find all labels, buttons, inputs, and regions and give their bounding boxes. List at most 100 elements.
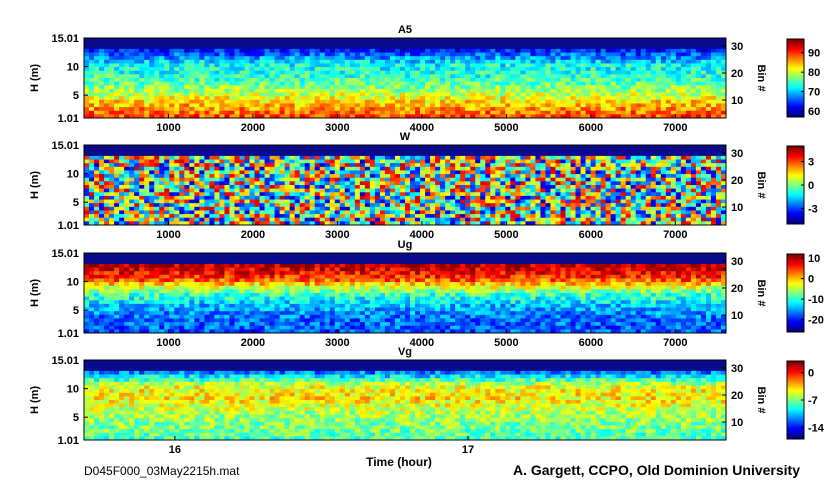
heatmap-cell xyxy=(380,200,386,204)
heatmap-cell xyxy=(290,100,296,104)
heatmap-cell xyxy=(455,103,461,107)
heatmap-cell xyxy=(420,145,426,149)
heatmap-cell xyxy=(375,178,381,182)
heatmap-cell xyxy=(280,167,286,171)
heatmap-cell xyxy=(224,163,230,167)
heatmap-cell xyxy=(505,200,511,204)
heatmap-cell xyxy=(360,170,366,174)
heatmap-cell xyxy=(601,74,607,78)
heatmap-cell xyxy=(465,45,471,49)
heatmap-cell xyxy=(400,63,406,67)
heatmap-cell xyxy=(395,185,401,189)
heatmap-cell xyxy=(164,170,170,174)
heatmap-cell xyxy=(706,185,712,189)
heatmap-cell xyxy=(606,149,612,153)
heatmap-cell xyxy=(315,192,321,196)
heatmap-cell xyxy=(455,82,461,86)
heatmap-cell xyxy=(370,167,376,171)
heatmap-cell xyxy=(435,74,441,78)
heatmap-cell xyxy=(340,185,346,189)
heatmap-cell xyxy=(611,63,617,67)
heatmap-cell xyxy=(676,167,682,171)
heatmap-cell xyxy=(475,152,481,156)
heatmap-cell xyxy=(360,111,366,115)
heatmap-cell xyxy=(234,107,240,111)
heatmap-cell xyxy=(164,163,170,167)
heatmap-cell xyxy=(305,60,311,64)
heatmap-cell xyxy=(696,103,702,107)
heatmap-cell xyxy=(676,78,682,82)
heatmap-cell xyxy=(250,89,256,93)
heatmap-cell xyxy=(435,38,441,42)
heatmap-cell xyxy=(214,56,220,60)
heatmap-cell xyxy=(560,196,566,200)
heatmap-cell xyxy=(295,111,301,115)
heatmap-cell xyxy=(99,74,105,78)
heatmap-cell xyxy=(350,85,356,89)
heatmap-cell xyxy=(395,167,401,171)
heatmap-cell xyxy=(490,38,496,42)
heatmap-cell xyxy=(375,181,381,185)
heatmap-cell xyxy=(94,111,100,115)
heatmap-cell xyxy=(711,49,717,53)
heatmap-cell xyxy=(365,160,371,164)
heatmap-cell xyxy=(460,111,466,115)
heatmap-cell xyxy=(495,93,501,97)
heatmap-cell xyxy=(505,167,511,171)
heatmap-cell xyxy=(631,45,637,49)
heatmap-cell xyxy=(169,156,175,160)
heatmap-cell xyxy=(626,78,632,82)
heatmap-cell xyxy=(455,152,461,156)
heatmap-cell xyxy=(560,149,566,153)
heatmap-cell xyxy=(566,160,572,164)
heatmap-cell xyxy=(94,196,100,200)
heatmap-cell xyxy=(571,170,577,174)
heatmap-cell xyxy=(571,160,577,164)
heatmap-cell xyxy=(460,56,466,60)
heatmap-cell xyxy=(470,174,476,178)
heatmap-cell xyxy=(636,189,642,193)
heatmap-cell xyxy=(651,89,657,93)
heatmap-cell xyxy=(260,149,266,153)
heatmap-cell xyxy=(576,96,582,100)
heatmap-cell xyxy=(555,93,561,97)
heatmap-cell xyxy=(515,103,521,107)
heatmap-cell xyxy=(224,185,230,189)
heatmap-cell xyxy=(510,181,516,185)
heatmap-cell xyxy=(290,174,296,178)
heatmap-cell xyxy=(430,74,436,78)
heatmap-cell xyxy=(641,100,647,104)
heatmap-cell xyxy=(345,78,351,82)
heatmap-cell xyxy=(129,149,135,153)
heatmap-cell xyxy=(420,96,426,100)
heatmap-cell xyxy=(560,71,566,75)
heatmap-cell xyxy=(370,163,376,167)
heatmap-cell xyxy=(189,196,195,200)
heatmap-cell xyxy=(651,85,657,89)
heatmap-cell xyxy=(149,178,155,182)
heatmap-cell xyxy=(515,189,521,193)
heatmap-cell xyxy=(656,56,662,60)
heatmap-cell xyxy=(245,152,251,156)
heatmap-cell xyxy=(229,89,235,93)
heatmap-cell xyxy=(375,174,381,178)
heatmap-cell xyxy=(99,200,105,204)
heatmap-cell xyxy=(300,200,306,204)
heatmap-cell xyxy=(711,82,717,86)
heatmap-cell xyxy=(310,145,316,149)
heatmap-cell xyxy=(350,82,356,86)
heatmap-cell xyxy=(495,163,501,167)
heatmap-cell xyxy=(204,203,210,207)
heatmap-cell xyxy=(300,152,306,156)
heatmap-cell xyxy=(320,170,326,174)
heatmap-cell xyxy=(460,185,466,189)
heatmap-cell xyxy=(144,174,150,178)
heatmap-cell xyxy=(591,60,597,64)
heatmap-cell xyxy=(485,60,491,64)
heatmap-cell xyxy=(490,85,496,89)
heatmap-cell xyxy=(370,93,376,97)
heatmap-cell xyxy=(646,53,652,57)
heatmap-cell xyxy=(134,63,140,67)
heatmap-cell xyxy=(586,100,592,104)
heatmap-cell xyxy=(631,192,637,196)
